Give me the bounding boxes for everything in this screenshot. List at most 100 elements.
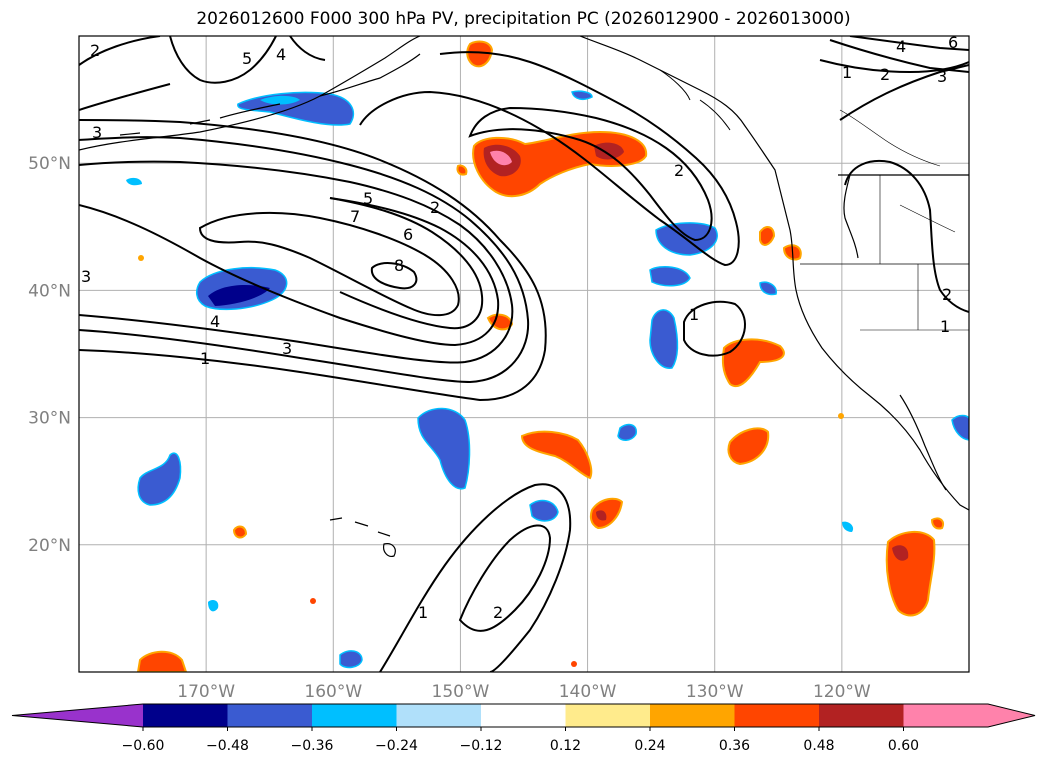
contour-label: 3 bbox=[92, 123, 102, 142]
precip-blob bbox=[759, 226, 776, 246]
contour-label: 2 bbox=[430, 198, 440, 217]
contour-label: 2 bbox=[942, 285, 952, 304]
precip-blob bbox=[520, 430, 593, 480]
precip-blob bbox=[456, 164, 468, 176]
gulf-alaska-coast bbox=[579, 36, 969, 511]
contour-label: 6 bbox=[948, 33, 958, 52]
colorbar-tick-label: 0.12 bbox=[550, 738, 581, 754]
lon-tick-label: 170°W bbox=[177, 682, 235, 702]
pv-contour-ne-3 bbox=[829, 39, 969, 73]
precip-blob bbox=[951, 414, 969, 441]
contour-label: 4 bbox=[210, 312, 220, 331]
contour-label: 1 bbox=[200, 349, 210, 368]
precip-blob bbox=[529, 499, 559, 522]
colorbar-segment bbox=[650, 704, 735, 727]
precip-blob bbox=[649, 265, 691, 287]
precip-blob bbox=[126, 177, 142, 186]
lon-tick-label: 160°W bbox=[304, 682, 362, 702]
precip-blob bbox=[596, 510, 607, 521]
precip-blob bbox=[721, 338, 785, 387]
colorbar-tick-label: 0.36 bbox=[719, 738, 750, 754]
lon-tick-label: 150°W bbox=[432, 682, 490, 702]
pv-contour-6-west bbox=[198, 211, 460, 317]
pv-contour-4-west bbox=[79, 197, 500, 347]
contour-label: 5 bbox=[363, 189, 373, 208]
pv-contour-1-sw bbox=[379, 483, 572, 672]
contour-label: 1 bbox=[842, 63, 852, 82]
pv-contour-3-west bbox=[79, 160, 514, 364]
precip-blob bbox=[466, 40, 494, 68]
pv-contour-2-west bbox=[79, 136, 530, 384]
precip-blob bbox=[339, 650, 363, 669]
pv-contour-1-west bbox=[79, 119, 547, 402]
colorbar-tick-label: −0.48 bbox=[206, 738, 249, 754]
colorbar-segment bbox=[819, 704, 904, 727]
baja-coast bbox=[899, 394, 947, 491]
precip-blob bbox=[310, 598, 316, 604]
pv-contour-ne-2 bbox=[819, 59, 969, 74]
precip-negative-blobs bbox=[126, 90, 969, 669]
contour-label: 7 bbox=[350, 207, 360, 226]
alaska-peninsula bbox=[319, 53, 421, 97]
precip-blob bbox=[571, 90, 593, 101]
hawaii-islands bbox=[329, 517, 396, 557]
precip-blob bbox=[232, 525, 248, 539]
precip-blob bbox=[617, 423, 637, 441]
pv-contour-topleft bbox=[79, 83, 171, 111]
pv-contour-northwest bbox=[79, 36, 326, 84]
map-title: 2026012600 F000 300 hPa PV, precipitatio… bbox=[196, 9, 851, 29]
precip-blob bbox=[490, 150, 512, 166]
colorbar-tick-label: 0.48 bbox=[803, 738, 834, 754]
contour-label: 1 bbox=[689, 305, 699, 324]
precip-blob bbox=[930, 517, 944, 530]
precip-blob bbox=[885, 531, 936, 617]
inland-border bbox=[899, 204, 956, 233]
lon-tick-label: 140°W bbox=[559, 682, 617, 702]
colorbar-segment bbox=[396, 704, 482, 727]
pv-contour-8 bbox=[370, 262, 418, 290]
inland-border bbox=[839, 109, 941, 167]
precip-blob bbox=[727, 427, 770, 466]
colorbar-segment bbox=[312, 704, 397, 727]
colorbar-labels: −0.60 −0.48 −0.36 −0.24 −0.12 0.12 0.24 0.36 0.4… bbox=[122, 727, 919, 754]
lat-tick-label: 20°N bbox=[28, 536, 71, 556]
contour-labels: 1 3 4 5 2 7 6 8 2 1 1 2 3 2 5 4 1 2 3 4 … bbox=[81, 33, 958, 622]
precip-blob bbox=[208, 600, 219, 612]
contour-label: 6 bbox=[403, 225, 413, 244]
graticule bbox=[79, 36, 969, 672]
colorbar-tick-label: −0.24 bbox=[375, 738, 418, 754]
lat-tick-label: 50°N bbox=[28, 154, 71, 174]
pv-contour-2-trough bbox=[468, 106, 713, 242]
pv-contour-1-small bbox=[683, 300, 747, 357]
pv-contour-ne-4 bbox=[849, 36, 969, 51]
precip-blob bbox=[759, 281, 777, 296]
contour-label: 1 bbox=[940, 317, 950, 336]
pv-contour-east bbox=[844, 160, 969, 313]
colorbar-segment bbox=[227, 704, 313, 727]
contour-label: 2 bbox=[880, 65, 890, 84]
bc-islands bbox=[659, 69, 731, 131]
contour-label: 3 bbox=[937, 67, 947, 86]
colorbar bbox=[11, 703, 1036, 728]
precip-blob bbox=[138, 255, 144, 261]
contour-label: 1 bbox=[418, 603, 428, 622]
lon-tick-label: 130°W bbox=[686, 682, 744, 702]
precip-blob bbox=[208, 284, 270, 306]
contour-label: 5 bbox=[242, 49, 252, 68]
colorbar-extend-min bbox=[12, 704, 143, 727]
latitude-labels: 50°N 40°N 30°N 20°N bbox=[28, 154, 71, 556]
contour-label: 8 bbox=[394, 256, 404, 275]
precip-blob bbox=[589, 497, 624, 530]
precip-blob bbox=[892, 545, 909, 561]
colorbar-segment bbox=[903, 704, 989, 727]
colorbar-segment bbox=[143, 704, 228, 727]
colorbar-tick-label: −0.36 bbox=[291, 738, 334, 754]
contour-label: 4 bbox=[276, 45, 286, 64]
colorbar-tick-label: 0.60 bbox=[888, 738, 919, 754]
precip-blob bbox=[594, 142, 624, 160]
inland-border bbox=[843, 174, 859, 259]
colorbar-segment bbox=[481, 704, 566, 727]
contour-label: 2 bbox=[674, 161, 684, 180]
colorbar-tick-label: −0.60 bbox=[122, 738, 165, 754]
